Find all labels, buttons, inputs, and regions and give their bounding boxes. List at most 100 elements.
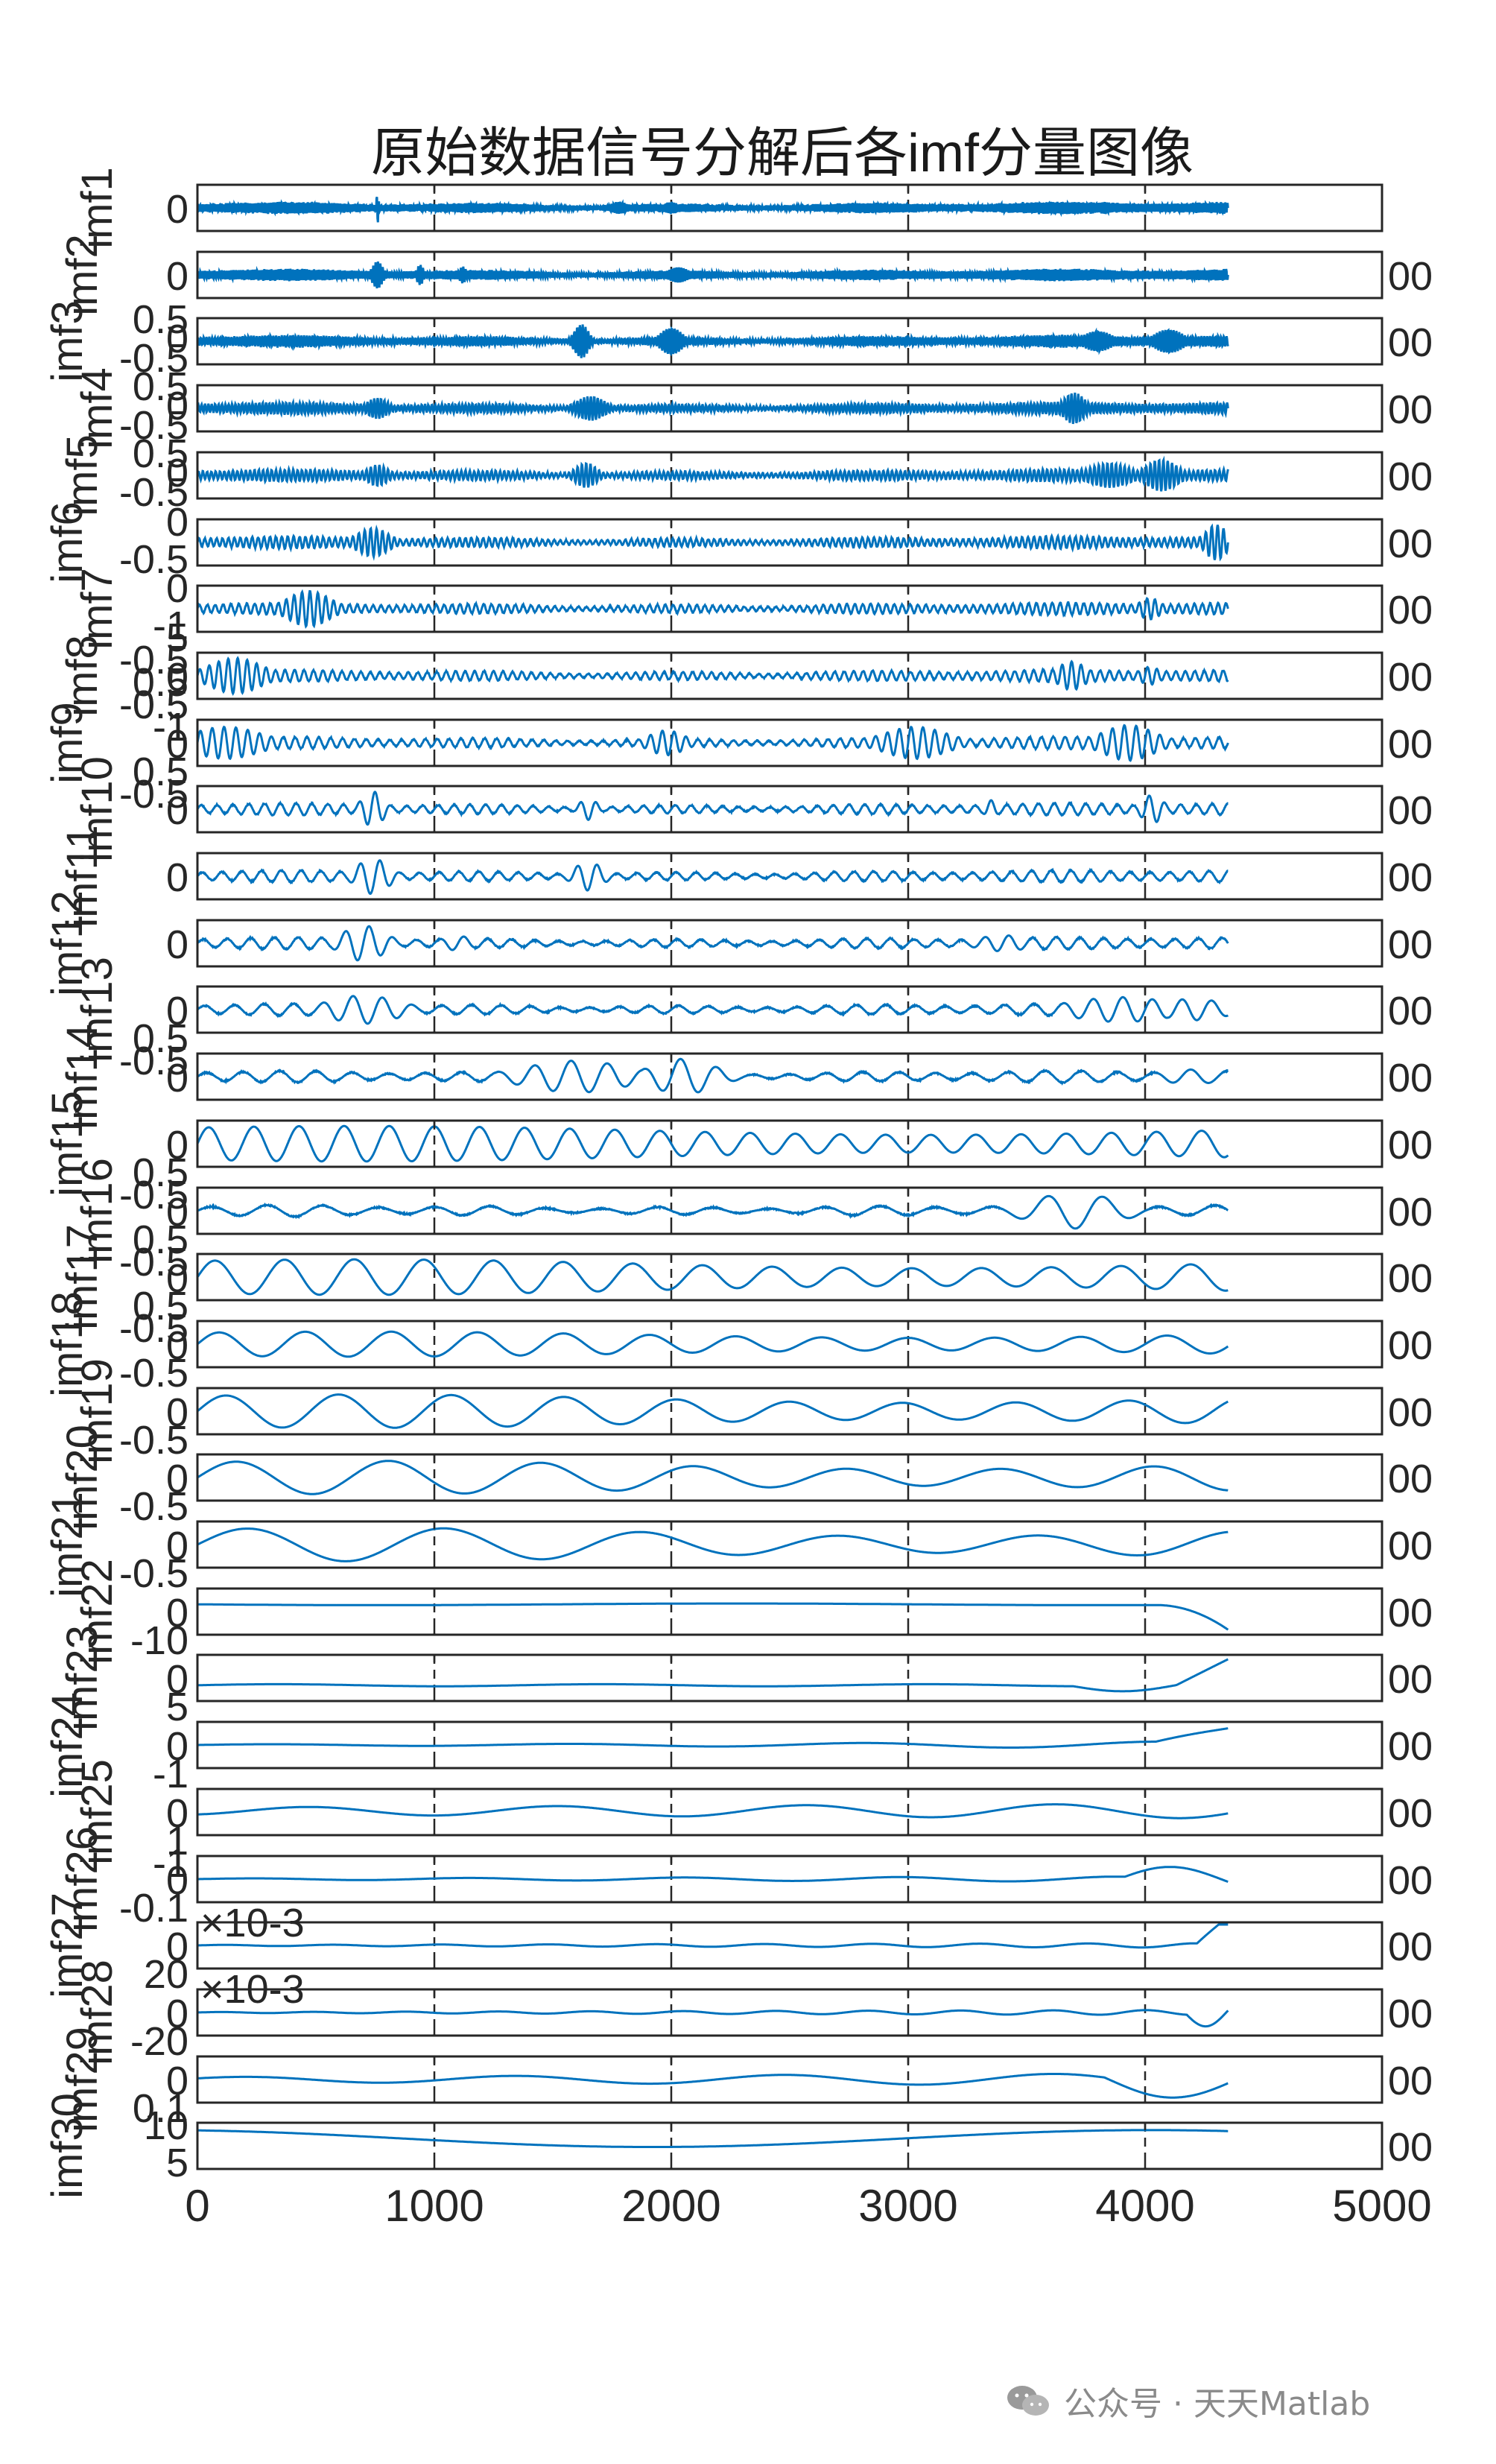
y-label-imf7: imf7 bbox=[73, 568, 121, 650]
right-tick-label: 00 bbox=[1388, 588, 1433, 633]
y-tick-label: 0 bbox=[166, 1256, 188, 1301]
right-tick-label: 00 bbox=[1388, 1323, 1433, 1368]
series-imf4 bbox=[196, 392, 1229, 425]
x-tick-label: 5000 bbox=[1332, 2181, 1431, 2231]
y-label-imf25: imf25 bbox=[73, 1759, 121, 1865]
y-tick-label: 0 bbox=[166, 1858, 188, 1903]
y-tick-label: 0 bbox=[166, 989, 188, 1033]
y-tick-label: 0 bbox=[166, 500, 188, 545]
right-tick-label: 00 bbox=[1388, 1858, 1433, 1903]
overflow-tick-label: -20 bbox=[130, 2019, 188, 2064]
y-tick-label: 0 bbox=[166, 1390, 188, 1435]
overflow-tick-label: 20 bbox=[144, 1952, 188, 1997]
y-label-imf3: imf3 bbox=[43, 300, 92, 382]
axes-box bbox=[196, 1252, 1384, 1302]
axes-box bbox=[196, 1787, 1384, 1837]
y-label-imf20: imf20 bbox=[58, 1425, 107, 1530]
overflow-tick-label: 0.5 bbox=[133, 750, 188, 794]
axes-box bbox=[196, 584, 1384, 633]
y-tick-label: 0 bbox=[166, 1657, 188, 1702]
y-label-imf5: imf5 bbox=[58, 434, 107, 516]
y-tick-label: 0 bbox=[166, 1724, 188, 1769]
panel-imf15: 00.5-0.5 00 imf15 bbox=[43, 1091, 1433, 1217]
overflow-tick-label: -1 bbox=[153, 1752, 188, 1796]
overflow-tick-label: 0.5 bbox=[133, 1284, 188, 1328]
right-tick-label: 00 bbox=[1388, 1524, 1433, 1568]
y-label-imf12: imf12 bbox=[43, 890, 92, 996]
y-label-imf14: imf14 bbox=[58, 1024, 107, 1130]
overflow-tick-label: -0.5 bbox=[119, 772, 188, 817]
overflow-tick-label: -0.5 bbox=[119, 1351, 188, 1396]
panel-imf21: 0-0.5 00 imf21 bbox=[43, 1492, 1433, 1597]
y-tick-label: 10 bbox=[144, 2103, 188, 2148]
axes-box bbox=[196, 250, 1384, 300]
series-imf15 bbox=[196, 1124, 1229, 1163]
y-tick-label: 0 bbox=[166, 922, 188, 967]
y-label-imf21: imf21 bbox=[43, 1492, 92, 1597]
y-label-imf29: imf29 bbox=[58, 2027, 107, 2132]
series-imf22 bbox=[197, 1602, 1229, 1631]
y-tick-label: 0 bbox=[166, 855, 188, 900]
overflow-tick-label: 5 bbox=[166, 615, 188, 660]
series-imf11 bbox=[196, 859, 1229, 896]
panel-imf30: 105 00 imf30 bbox=[43, 2093, 1433, 2199]
y-label-imf26: imf26 bbox=[58, 1826, 107, 1932]
panel-imf28: 0-20 00 imf28 bbox=[73, 1960, 1433, 2065]
right-tick-label: 00 bbox=[1388, 1256, 1433, 1301]
overflow-tick-label: -0.5 bbox=[119, 1240, 188, 1285]
overflow-tick-label: 5 bbox=[166, 1685, 188, 1729]
right-tick-label: 00 bbox=[1388, 1724, 1433, 1769]
y-label-imf18: imf18 bbox=[43, 1291, 92, 1397]
panel-imf3: 0.50-0.5 00 imf3 bbox=[43, 297, 1433, 382]
overflow-tick-label: 1 bbox=[166, 1819, 188, 1863]
axes-box bbox=[196, 1855, 1384, 1904]
right-tick-label: 00 bbox=[1388, 387, 1433, 432]
axes-box bbox=[196, 1988, 1384, 2037]
overflow-tick-label: -10 bbox=[130, 1618, 188, 1663]
overflow-tick-label: -0.5 bbox=[119, 1039, 188, 1083]
overflow-tick-label: -0.5 bbox=[119, 682, 188, 727]
axes-box bbox=[196, 1720, 1384, 1770]
panel-imf9: 00.5-0.5 00 imf9 bbox=[43, 702, 1433, 817]
y-tick-label: 0 bbox=[166, 1524, 188, 1568]
overflow-tick-label: 0.5 bbox=[133, 1150, 188, 1195]
right-tick-label: 00 bbox=[1388, 1457, 1433, 1501]
x-axis: 0 1000 2000 3000 4000 5000 bbox=[185, 2181, 1431, 2231]
panel-imf18: 0-0.5 00 imf18 bbox=[43, 1291, 1433, 1397]
series-imf28 bbox=[197, 2009, 1229, 2028]
overflow-tick-label: -0.5 bbox=[119, 1173, 188, 1217]
right-tick-label: 00 bbox=[1388, 1925, 1433, 1969]
right-tick-label: 00 bbox=[1388, 1056, 1433, 1100]
y-label-imf11: imf11 bbox=[58, 825, 107, 928]
overflow-tick-label: -0.1 bbox=[119, 1886, 188, 1931]
y-label-imf27: imf27 bbox=[43, 1893, 92, 1998]
panel-imf1: 0 imf1 bbox=[73, 167, 1384, 249]
y-label-imf9: imf9 bbox=[43, 702, 92, 784]
y-label-imf22: imf22 bbox=[73, 1559, 121, 1665]
y-label-imf19: imf19 bbox=[73, 1358, 121, 1464]
right-tick-label: 00 bbox=[1388, 1657, 1433, 1702]
x-tick-label: 0 bbox=[185, 2181, 209, 2231]
y-tick-label: 0 bbox=[166, 788, 188, 833]
series-imf9 bbox=[196, 723, 1229, 762]
series-imf30 bbox=[197, 2129, 1229, 2148]
panel-imf23: 05 00 imf23 bbox=[58, 1625, 1433, 1731]
axes-box bbox=[196, 1453, 1384, 1502]
y-tick-label: 0 bbox=[166, 254, 188, 299]
y-tick-label: -0.5 bbox=[119, 470, 188, 515]
overflow-tick-label: -0.5 bbox=[119, 638, 188, 682]
right-tick-label: 00 bbox=[1388, 1190, 1433, 1235]
series-imf19 bbox=[197, 1393, 1229, 1429]
y-label-imf23: imf23 bbox=[58, 1625, 107, 1731]
x-tick-label: 4000 bbox=[1095, 2181, 1194, 2231]
y-label-imf15: imf15 bbox=[43, 1091, 92, 1197]
y-tick-label: 0 bbox=[166, 1591, 188, 1635]
panel-imf16: 00.5-0.5 00 imf16 bbox=[73, 1158, 1433, 1285]
y-label-imf16: imf16 bbox=[73, 1158, 121, 1264]
